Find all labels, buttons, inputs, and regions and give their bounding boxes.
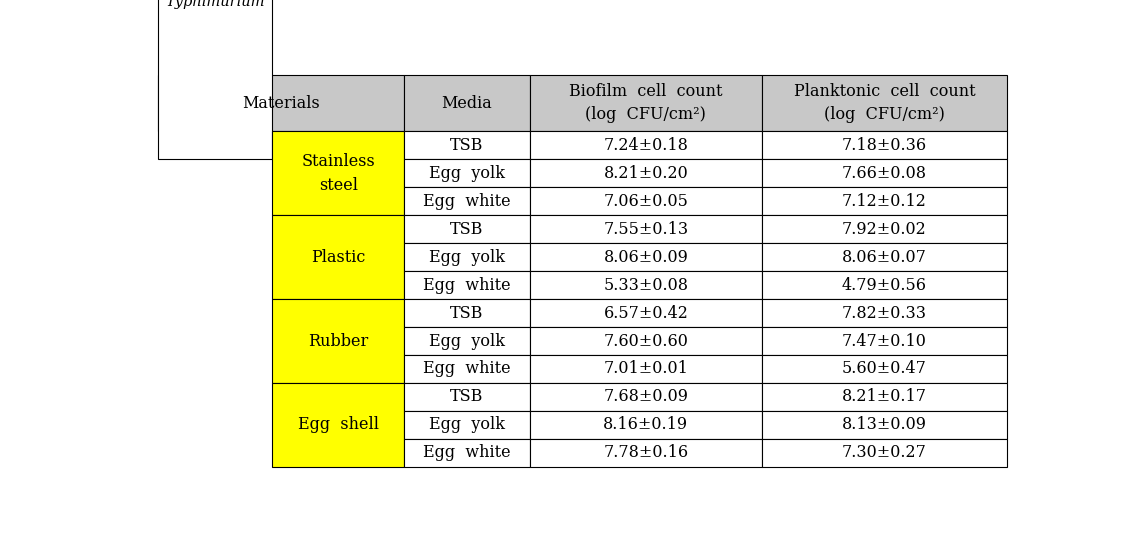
Text: 7.18±0.36: 7.18±0.36 [842, 137, 927, 154]
Bar [529, 411, 762, 439]
Text: 4.79±0.56: 4.79±0.56 [842, 277, 927, 294]
Bar [404, 271, 529, 299]
Bar [273, 299, 404, 383]
Bar [762, 131, 1006, 159]
Bar [529, 299, 762, 327]
Bar [404, 243, 529, 271]
Text: TSB: TSB [450, 137, 484, 154]
Bar [158, 0, 273, 159]
Text: 7.12±0.12: 7.12±0.12 [842, 193, 927, 210]
Text: Egg  shell: Egg shell [298, 416, 378, 433]
Bar [529, 215, 762, 243]
Bar [762, 355, 1006, 383]
Text: 7.82±0.33: 7.82±0.33 [842, 304, 927, 322]
Text: Egg  yolk: Egg yolk [428, 165, 504, 182]
Text: 7.47±0.10: 7.47±0.10 [842, 332, 927, 349]
Bar [404, 439, 529, 467]
Bar [762, 188, 1006, 215]
Bar [762, 327, 1006, 355]
Text: 5.33±0.08: 5.33±0.08 [603, 277, 688, 294]
Bar [762, 299, 1006, 327]
Bar [529, 188, 762, 215]
Text: 8.06±0.07: 8.06±0.07 [842, 249, 927, 266]
Bar [529, 131, 762, 159]
Text: 8.21±0.17: 8.21±0.17 [842, 389, 927, 405]
Text: 7.92±0.02: 7.92±0.02 [842, 221, 927, 238]
Bar [404, 383, 529, 411]
Bar [529, 271, 762, 299]
Text: Egg  yolk: Egg yolk [428, 416, 504, 433]
Bar [762, 215, 1006, 243]
Text: Salmonella
Typhimurium: Salmonella Typhimurium [166, 0, 265, 9]
Text: Egg  yolk: Egg yolk [428, 249, 504, 266]
Bar [762, 243, 1006, 271]
Text: 7.78±0.16: 7.78±0.16 [603, 444, 688, 461]
Text: 8.06±0.09: 8.06±0.09 [603, 249, 688, 266]
Text: 7.24±0.18: 7.24±0.18 [603, 137, 688, 154]
Text: Media: Media [442, 94, 492, 111]
Text: 7.60±0.60: 7.60±0.60 [603, 332, 688, 349]
Bar [404, 188, 529, 215]
Bar [529, 327, 762, 355]
Text: TSB: TSB [450, 389, 484, 405]
Text: 5.60±0.47: 5.60±0.47 [842, 360, 927, 377]
Text: Stainless
steel: Stainless steel [301, 153, 375, 193]
Bar [529, 75, 762, 131]
Bar [404, 299, 529, 327]
Bar [762, 383, 1006, 411]
Text: Biofilm  cell  count
(log  CFU/cm²): Biofilm cell count (log CFU/cm²) [569, 83, 722, 123]
Text: 8.16±0.19: 8.16±0.19 [603, 416, 688, 433]
Bar [404, 327, 529, 355]
Text: 8.21±0.20: 8.21±0.20 [603, 165, 688, 182]
Text: 6.57±0.42: 6.57±0.42 [603, 304, 688, 322]
Bar [762, 75, 1006, 131]
Bar [404, 131, 529, 159]
Bar [529, 439, 762, 467]
Bar [529, 383, 762, 411]
Text: Planktonic  cell  count
(log  CFU/cm²): Planktonic cell count (log CFU/cm²) [794, 83, 975, 123]
Text: 7.01±0.01: 7.01±0.01 [603, 360, 688, 377]
Bar [762, 159, 1006, 188]
Text: Egg  white: Egg white [423, 360, 510, 377]
Bar [762, 271, 1006, 299]
Text: TSB: TSB [450, 304, 484, 322]
Bar [404, 75, 529, 131]
Text: 7.66±0.08: 7.66±0.08 [842, 165, 927, 182]
Bar [404, 159, 529, 188]
Bar [273, 215, 404, 299]
Text: 7.06±0.05: 7.06±0.05 [603, 193, 688, 210]
Bar [404, 355, 529, 383]
Text: Materials: Materials [242, 94, 320, 111]
Bar [273, 383, 404, 467]
Text: 7.30±0.27: 7.30±0.27 [842, 444, 927, 461]
Bar [762, 439, 1006, 467]
Bar [273, 131, 404, 215]
Text: Egg  white: Egg white [423, 444, 510, 461]
Bar [529, 355, 762, 383]
Text: Egg  yolk: Egg yolk [428, 332, 504, 349]
Text: Egg  white: Egg white [423, 193, 510, 210]
Bar [529, 159, 762, 188]
Bar [404, 215, 529, 243]
Text: TSB: TSB [450, 221, 484, 238]
Text: Plastic: Plastic [311, 249, 366, 266]
Text: Egg  white: Egg white [423, 277, 510, 294]
Bar [158, 75, 404, 131]
Text: 7.55±0.13: 7.55±0.13 [603, 221, 688, 238]
Text: Rubber: Rubber [308, 332, 368, 349]
Bar [404, 411, 529, 439]
Text: 8.13±0.09: 8.13±0.09 [842, 416, 927, 433]
Text: 7.68±0.09: 7.68±0.09 [603, 389, 688, 405]
Bar [529, 243, 762, 271]
Bar [762, 411, 1006, 439]
